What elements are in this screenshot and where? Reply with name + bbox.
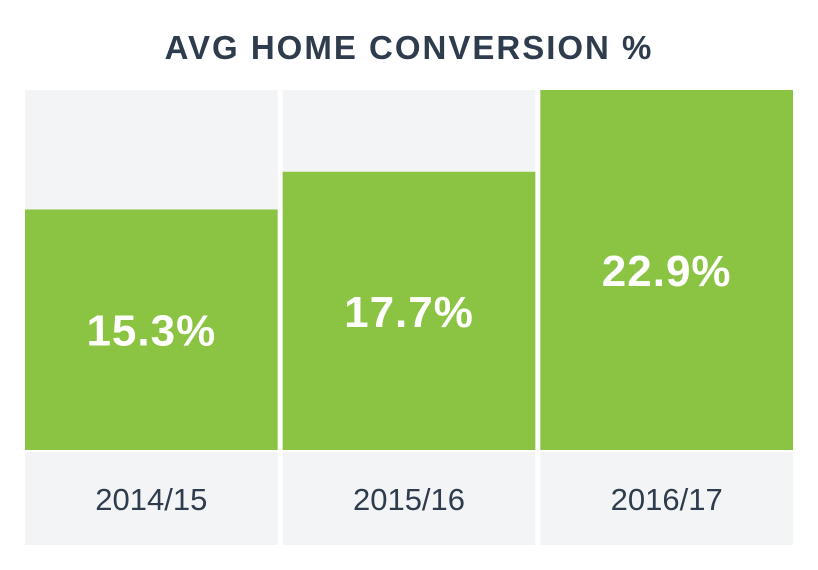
bar [282,171,536,451]
bar [540,90,793,450]
category-label: 2014/15 [95,482,207,517]
bar-baseline [540,450,793,452]
category-label: 2016/17 [611,482,723,517]
bar-value-label: 22.9% [602,247,732,296]
chart-title: AVG HOME CONVERSION % [164,29,654,66]
bar-value-label: 15.3% [86,307,216,356]
bar-value-label: 17.7% [344,288,474,337]
bar-baseline [282,450,536,452]
bar-baseline [25,450,278,452]
bar [25,209,278,450]
category-label: 2015/16 [353,482,465,517]
